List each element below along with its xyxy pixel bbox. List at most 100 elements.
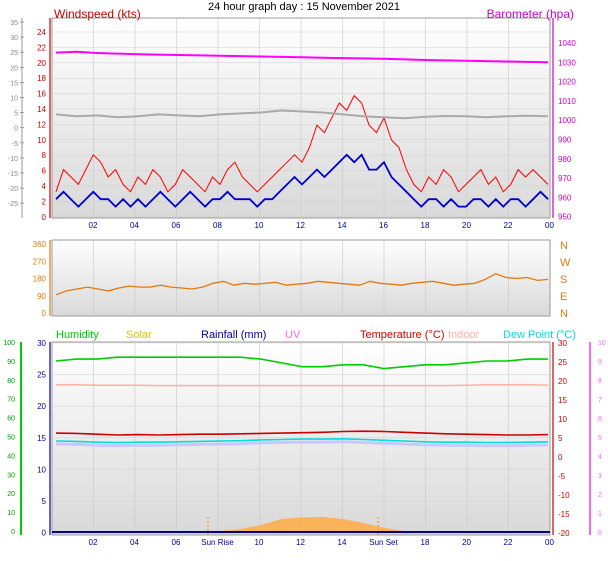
temp-x-tick-label: 12: [296, 538, 305, 547]
wind-x-tick-label: 12: [296, 221, 305, 230]
temp-x-tick-label: 20: [462, 538, 471, 547]
wind-tick-label: 16: [37, 90, 46, 99]
rain-tick-label: 20: [37, 402, 46, 411]
wind-tick-label: 20: [37, 59, 46, 68]
compass-label: N: [560, 240, 568, 252]
wind-tick-label: 2: [42, 197, 47, 206]
wind-x-tick-label: 08: [213, 221, 222, 230]
temp-tick-label: 15: [558, 396, 567, 405]
temp-tick-label: 25: [558, 358, 567, 367]
temp-x-tick-label: 00: [545, 538, 554, 547]
dewpoint-shadow: [55, 440, 549, 448]
compass-label: W: [560, 257, 571, 269]
wind-x-tick-label: 00: [545, 221, 554, 230]
compass-label: E: [560, 291, 567, 303]
legend-label: Temperature (°C): [360, 329, 444, 341]
outer-tick-label: -20: [8, 186, 18, 193]
temperature-line: [55, 430, 549, 436]
temp-x-tick-label: 02: [89, 538, 98, 547]
temp-tick-label: 10: [558, 415, 567, 424]
uv-tick-label: 10: [598, 340, 606, 347]
grey-line: [55, 109, 549, 120]
outer-tick-label: -5: [12, 141, 18, 148]
outer-tick-label: 25: [10, 50, 18, 57]
wind-tick-label: 8: [42, 151, 47, 160]
uv-tick-label: 7: [598, 397, 602, 404]
humidity-tick-label: 80: [7, 378, 15, 385]
direction-tick-label: 90: [37, 292, 46, 301]
wind-x-tick-label: 16: [379, 221, 388, 230]
uv-tick-label: 4: [598, 454, 602, 461]
wind-tick-label: 10: [37, 136, 46, 145]
uv-tick-label: 1: [598, 511, 602, 518]
rain-tick-label: 5: [42, 497, 47, 506]
wind-tick-label: 4: [42, 182, 47, 191]
rain-tick-label: 25: [37, 371, 46, 380]
legend-label: Solar: [126, 329, 152, 341]
baro-tick-label: 960: [558, 193, 572, 202]
temp-tick-label: -15: [558, 510, 570, 519]
humidity-line: [55, 356, 548, 370]
legend-label: Indoor: [448, 329, 480, 341]
rain-tick-label: 0: [42, 529, 47, 538]
wind-tick-label: 22: [37, 43, 46, 52]
baro-tick-label: 1020: [558, 78, 576, 87]
outer-tick-label: 35: [10, 20, 18, 27]
humidity-tick-label: 30: [7, 472, 15, 479]
temp-tick-label: 30: [558, 339, 567, 348]
wind-x-tick-label: 20: [462, 221, 471, 230]
temp-tick-label: -10: [558, 491, 570, 500]
legend-label: UV: [285, 329, 301, 341]
outer-tick-label: -10: [8, 156, 18, 163]
wind-tick-label: 14: [37, 105, 46, 114]
humidity-tick-label: 40: [7, 453, 15, 460]
solar-area: [56, 517, 548, 531]
direction-line: [55, 272, 549, 296]
baro-tick-label: 980: [558, 155, 572, 164]
outer-tick-label: 30: [10, 35, 18, 42]
rain-tick-label: 10: [37, 465, 46, 474]
temp-x-tick-label: 06: [172, 538, 181, 547]
barometer-line: [55, 50, 549, 64]
temp-tick-label: -5: [558, 472, 566, 481]
uv-tick-label: 0: [598, 530, 602, 537]
baro-tick-label: 1000: [558, 116, 576, 125]
wind-tick-label: 0: [42, 213, 47, 222]
legend-label: Rainfall (mm): [201, 329, 266, 341]
humidity-tick-label: 90: [7, 359, 15, 366]
humidity-tick-label: 10: [7, 510, 15, 517]
uv-tick-label: 2: [598, 492, 602, 499]
outer-tick-label: 5: [14, 111, 18, 118]
outer-tick-label: -25: [8, 201, 18, 208]
wind-x-tick-label: 06: [172, 221, 181, 230]
temp-tick-label: -20: [558, 529, 570, 538]
temp-x-tick-label: 04: [130, 538, 139, 547]
baro-tick-label: 1040: [558, 39, 576, 48]
wind-speed-line: [55, 153, 549, 208]
legend-label: Humidity: [56, 329, 99, 341]
compass-label: N: [560, 308, 568, 320]
outer-tick-label: 0: [14, 126, 18, 133]
outer-tick-label: 15: [10, 80, 18, 87]
wind-tick-label: 18: [37, 74, 46, 83]
humidity-tick-label: 0: [11, 529, 15, 536]
temp-x-tick-label: Sun Rise: [201, 538, 234, 547]
humidity-tick-label: 100: [3, 340, 15, 347]
uv-tick-label: 8: [598, 378, 602, 385]
baro-axis-title: Barometer (hpa): [487, 7, 574, 21]
direction-tick-label: 360: [33, 240, 47, 249]
temp-tick-label: 5: [558, 434, 563, 443]
baro-tick-label: 950: [558, 213, 572, 222]
outer-tick-label: -15: [8, 171, 18, 178]
wind-x-tick-label: 22: [504, 221, 513, 230]
uv-tick-label: 3: [598, 473, 602, 480]
temp-x-tick-label: 10: [255, 538, 264, 547]
baro-tick-label: 1010: [558, 97, 576, 106]
rain-tick-label: 15: [37, 434, 46, 443]
humidity-tick-label: 60: [7, 416, 15, 423]
baro-tick-label: 970: [558, 174, 572, 183]
baro-tick-label: 990: [558, 136, 572, 145]
direction-tick-label: 0: [42, 309, 47, 318]
